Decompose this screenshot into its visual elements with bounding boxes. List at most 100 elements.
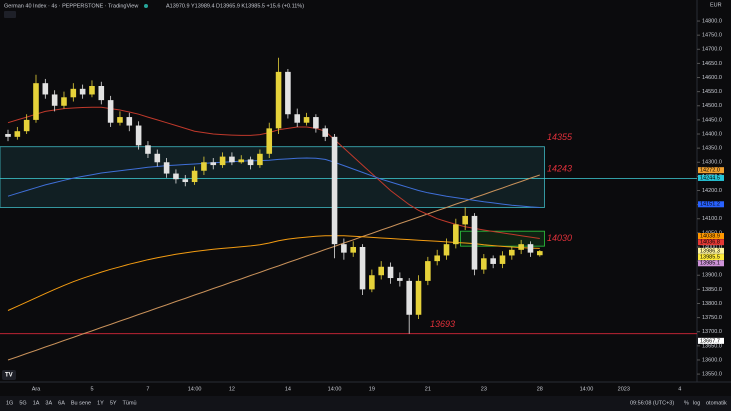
y-tick-label: 13600.0 xyxy=(702,357,722,363)
price-tag-label: 14151.2 xyxy=(700,202,720,208)
price-tag xyxy=(698,247,724,254)
candle-body xyxy=(415,280,422,315)
x-tick-label: 12 xyxy=(229,386,235,392)
candle-body xyxy=(341,244,347,253)
y-tick-label: 14400.0 xyxy=(702,131,722,137)
y-tick-label: 13800.0 xyxy=(702,301,722,307)
candle-body xyxy=(331,136,338,245)
y-tick-label: 13900.0 xyxy=(702,273,722,279)
x-tick-label: 7 xyxy=(146,386,149,392)
candle-body xyxy=(61,97,67,106)
range-button[interactable]: 5G xyxy=(19,400,26,406)
candle-body xyxy=(275,71,282,129)
x-tick-label: 21 xyxy=(425,386,431,392)
level-label: 13693 xyxy=(430,319,455,329)
candle-body xyxy=(527,244,534,253)
x-tick-label: 14:00 xyxy=(328,386,342,392)
price-tag xyxy=(698,201,724,208)
candle-body xyxy=(14,131,21,137)
x-tick-label: 28 xyxy=(537,386,543,392)
status-dot xyxy=(144,4,148,8)
candle-body xyxy=(219,156,226,166)
y-tick-label: 14350.0 xyxy=(702,146,722,152)
y-tick-label: 14300.0 xyxy=(702,160,722,166)
currency[interactable]: EUR xyxy=(710,2,722,8)
ohlc-readout: A13970.9 Y13989.4 D13965.9 K13985.5 +15.… xyxy=(166,3,304,9)
chart-title: German 40 Index · 4s · PEPPERSTONE · Tra… xyxy=(4,3,138,9)
candle-body xyxy=(182,179,189,183)
indicator-line xyxy=(7,235,540,311)
price-tag xyxy=(698,233,724,240)
x-tick-label: Ara xyxy=(32,386,42,392)
candle-body xyxy=(499,255,506,264)
collapse-button[interactable] xyxy=(4,11,16,18)
price-tag-label: 14036.8 xyxy=(700,240,720,246)
y-tick-label: 13550.0 xyxy=(702,372,722,378)
candle-body xyxy=(359,246,366,290)
y-tick-label: 14450.0 xyxy=(702,117,722,123)
x-tick-label: 14:00 xyxy=(580,386,594,392)
price-tag-label: 13985.1 xyxy=(700,261,720,267)
y-tick-label: 14200.0 xyxy=(702,188,722,194)
y-tick-label: 14000.0 xyxy=(702,244,722,250)
candle-body xyxy=(257,153,263,166)
scale-option[interactable]: % xyxy=(684,400,689,406)
price-tag xyxy=(698,239,724,246)
candle-body xyxy=(107,100,114,123)
candle-body xyxy=(490,258,496,264)
level-label: 14243 xyxy=(547,164,572,174)
candle-body xyxy=(191,170,198,183)
candle-body xyxy=(397,278,403,281)
candle-body xyxy=(173,173,179,180)
candle-body xyxy=(98,86,105,101)
range-button[interactable]: 1A xyxy=(33,400,40,406)
x-tick-label: 5 xyxy=(90,386,93,392)
y-tick-label: 14100.0 xyxy=(702,216,722,222)
candle-body xyxy=(5,134,11,137)
candle-body xyxy=(462,215,468,225)
candle-body xyxy=(303,117,310,123)
indicator-line xyxy=(7,106,540,239)
x-tick-label: 23 xyxy=(481,386,487,392)
candle-body xyxy=(369,275,375,290)
candle-body xyxy=(387,266,394,279)
range-button[interactable]: 5Y xyxy=(110,400,117,406)
candle-body xyxy=(285,71,291,115)
indicator-line xyxy=(7,174,540,361)
candle-body xyxy=(378,266,384,276)
price-tag xyxy=(698,337,724,344)
scale-option[interactable]: log xyxy=(693,400,700,406)
candle-body xyxy=(89,86,95,95)
x-tick-label: 2023 xyxy=(618,386,630,392)
candle-body xyxy=(135,125,142,146)
range-button[interactable]: Tümü xyxy=(123,400,137,406)
candle-body xyxy=(313,117,319,129)
y-tick-label: 13650.0 xyxy=(702,343,722,349)
clock: 09:56:08 (UTC+3) xyxy=(630,400,674,406)
level-label: 14355 xyxy=(547,132,573,142)
range-button[interactable]: 1G xyxy=(6,400,13,406)
candle-body xyxy=(537,251,543,256)
y-tick-label: 13750.0 xyxy=(702,315,722,321)
candle-body xyxy=(509,249,515,256)
price-tag xyxy=(698,174,724,181)
x-tick-label: 19 xyxy=(369,386,375,392)
candle-body xyxy=(453,224,459,245)
level-label: 14030 xyxy=(547,233,572,243)
candle-body xyxy=(126,117,133,126)
candle-body xyxy=(210,162,217,166)
range-button[interactable]: 1Y xyxy=(97,400,104,406)
toolbar-background xyxy=(0,396,731,411)
candle-body xyxy=(406,280,412,315)
range-button[interactable]: 3A xyxy=(45,400,52,406)
y-tick-label: 14700.0 xyxy=(702,47,722,53)
range-button[interactable]: Bu sene xyxy=(71,400,91,406)
range-button[interactable]: 6A xyxy=(58,400,65,406)
candle-body xyxy=(51,94,58,106)
candle-body xyxy=(154,153,161,163)
scale-option[interactable]: otomatik xyxy=(706,400,727,406)
price-tag-label: 14244.5 xyxy=(700,175,720,181)
indicator-line xyxy=(7,157,540,208)
y-tick-label: 14650.0 xyxy=(702,61,722,67)
